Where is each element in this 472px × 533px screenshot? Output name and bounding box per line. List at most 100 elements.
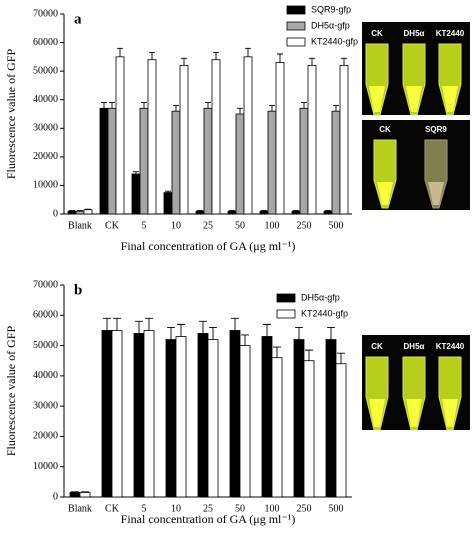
y-tick-label: 20000 bbox=[33, 431, 58, 442]
tube-liquid bbox=[428, 182, 444, 205]
x-tick-label: 25 bbox=[203, 220, 213, 231]
x-tick-label: 500 bbox=[329, 220, 344, 231]
bar bbox=[131, 173, 141, 215]
tube-liquid bbox=[442, 399, 458, 427]
error-bar bbox=[149, 52, 155, 60]
bar bbox=[235, 113, 245, 215]
error-bar bbox=[109, 102, 115, 109]
error-bar bbox=[173, 104, 179, 112]
bar bbox=[307, 65, 317, 215]
y-tick-label: 30000 bbox=[33, 123, 58, 134]
error-bar bbox=[113, 317, 121, 331]
error-bar bbox=[273, 346, 281, 358]
x-tick-label: 250 bbox=[297, 503, 312, 514]
photo-label: CK bbox=[379, 125, 391, 134]
x-tick-label: 250 bbox=[297, 220, 312, 231]
bar bbox=[299, 107, 309, 215]
y-tick-label: 0 bbox=[53, 491, 58, 502]
error-bar bbox=[231, 317, 239, 331]
error-bar bbox=[145, 317, 153, 331]
bar bbox=[133, 333, 145, 498]
legend-swatch bbox=[286, 37, 306, 47]
bar bbox=[197, 333, 209, 498]
error-bar bbox=[165, 190, 171, 193]
bar bbox=[75, 210, 85, 215]
error-bar bbox=[293, 210, 299, 212]
photo-label: CK bbox=[371, 29, 383, 38]
bar bbox=[203, 107, 213, 215]
y-tick-label: 40000 bbox=[33, 94, 58, 105]
panel-label: a bbox=[74, 11, 82, 27]
error-bar bbox=[337, 352, 345, 364]
x-tick-label: 5 bbox=[142, 503, 147, 514]
bar bbox=[267, 110, 277, 215]
error-bar bbox=[327, 326, 335, 340]
bar bbox=[325, 339, 337, 498]
error-bar bbox=[341, 57, 347, 66]
photo-label: DH5α bbox=[404, 29, 425, 38]
y-tick-label: 0 bbox=[53, 208, 58, 219]
tube-liquid bbox=[406, 399, 422, 427]
error-bar bbox=[177, 323, 185, 337]
bar bbox=[83, 209, 93, 215]
legend-label: SQR9-gfp bbox=[311, 4, 351, 14]
bar bbox=[243, 56, 253, 215]
tube-liquid bbox=[377, 182, 393, 205]
y-tick-label: 50000 bbox=[33, 65, 58, 76]
y-tick-label: 70000 bbox=[33, 8, 58, 19]
bar bbox=[323, 210, 333, 215]
bar bbox=[291, 210, 301, 215]
x-tick-label: 10 bbox=[171, 220, 181, 231]
tube-liquid bbox=[369, 399, 385, 427]
bar bbox=[275, 62, 285, 215]
bar bbox=[165, 339, 177, 498]
y-tick-label: 10000 bbox=[33, 461, 58, 472]
error-bar bbox=[205, 102, 211, 109]
y-tick-label: 40000 bbox=[33, 370, 58, 381]
bar bbox=[69, 492, 81, 498]
x-tick-label: CK bbox=[105, 503, 120, 514]
error-bar bbox=[71, 491, 79, 493]
error-bar bbox=[181, 57, 187, 66]
error-bar bbox=[263, 323, 271, 337]
error-bar bbox=[241, 334, 249, 346]
panel-label: b bbox=[74, 282, 82, 298]
legend-swatch bbox=[276, 309, 296, 319]
bar bbox=[335, 363, 347, 498]
error-bar bbox=[133, 171, 139, 174]
bar bbox=[259, 210, 269, 215]
error-bar bbox=[301, 102, 307, 109]
bar bbox=[175, 336, 187, 498]
legend-swatch bbox=[286, 21, 306, 31]
bar bbox=[271, 357, 283, 498]
error-bar bbox=[325, 210, 331, 212]
error-bar bbox=[197, 210, 203, 212]
bar bbox=[139, 107, 149, 215]
bar bbox=[339, 65, 349, 215]
legend-label: DH5α-gfp bbox=[301, 292, 340, 302]
y-tick-label: 30000 bbox=[33, 400, 58, 411]
error-bar bbox=[213, 52, 219, 60]
error-bar bbox=[295, 326, 303, 340]
x-tick-label: Blank bbox=[68, 220, 92, 231]
error-bar bbox=[229, 210, 235, 212]
error-bar bbox=[305, 349, 313, 361]
bar bbox=[229, 330, 241, 498]
bar bbox=[101, 330, 113, 498]
error-bar bbox=[277, 53, 283, 63]
bar bbox=[195, 210, 205, 215]
bar bbox=[99, 107, 109, 215]
x-axis-label: Final concentration of GA (μg ml⁻¹) bbox=[121, 239, 296, 253]
photo-label: DH5α bbox=[404, 342, 425, 351]
error-bar bbox=[85, 208, 91, 210]
x-tick-label: 50 bbox=[235, 503, 245, 514]
error-bar bbox=[199, 320, 207, 334]
photo-label: KT2440 bbox=[436, 342, 465, 351]
bar bbox=[179, 65, 189, 215]
bar bbox=[303, 360, 315, 498]
legend-label: DH5α-gfp bbox=[311, 20, 350, 30]
x-tick-label: 25 bbox=[203, 503, 213, 514]
photo-label: KT2440 bbox=[436, 29, 465, 38]
error-bar bbox=[237, 107, 243, 114]
